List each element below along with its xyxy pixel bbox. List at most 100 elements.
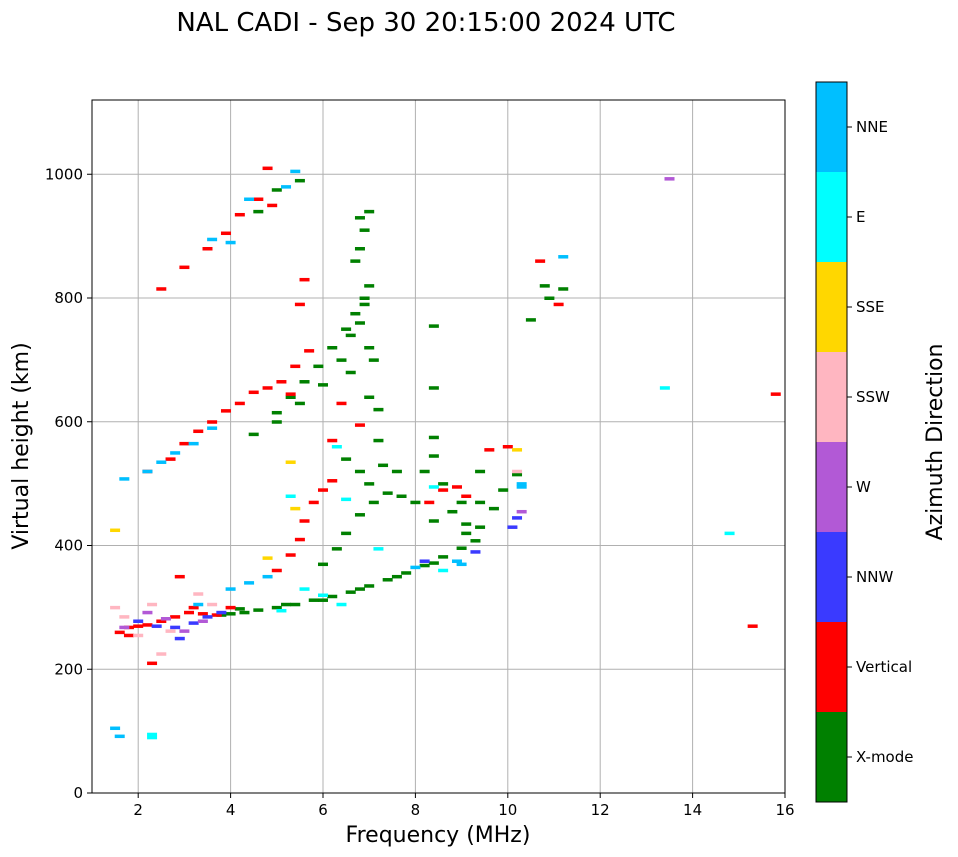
data-point-x-mode [539, 284, 550, 288]
data-point-vertical [285, 392, 296, 396]
data-point-x-mode [345, 370, 356, 375]
x-tick-label: 16 [775, 801, 794, 819]
data-point-x-mode [359, 302, 370, 307]
data-point-x-mode [350, 259, 361, 263]
data-point-vertical [234, 401, 245, 406]
data-point-nnw [202, 615, 213, 619]
data-point-x-mode [253, 209, 264, 214]
data-point-nne [110, 726, 121, 731]
data-point-vertical [451, 485, 462, 489]
data-point-x-mode [438, 482, 449, 486]
data-point-x-mode [475, 525, 486, 529]
data-point-e [276, 608, 287, 613]
data-point-vertical [327, 438, 338, 443]
data-point-nne [119, 477, 130, 481]
data-point-ssw [147, 602, 158, 607]
data-point-nnw [512, 516, 523, 520]
data-point-w [119, 625, 130, 630]
data-point-x-mode [391, 574, 402, 579]
data-point-nne [207, 237, 218, 242]
data-point-ssw [156, 652, 167, 656]
data-point-e [438, 568, 449, 573]
data-point-vertical [267, 203, 278, 208]
data-point-x-mode [364, 395, 375, 399]
colorbar-swatch-w [816, 442, 847, 532]
data-point-x-mode [341, 327, 352, 331]
data-point-vertical [114, 630, 125, 635]
x-tick-label: 12 [591, 801, 610, 819]
y-tick-label: 800 [54, 289, 83, 307]
data-point-x-mode [308, 598, 319, 602]
data-point-nne [193, 602, 204, 607]
data-point-x-mode [271, 410, 282, 415]
data-point-vertical [179, 441, 190, 446]
data-point-nne [558, 255, 569, 259]
data-point-nne [156, 460, 167, 464]
data-point-ssw [119, 615, 130, 619]
data-point-vertical [184, 610, 195, 615]
data-point-x-mode [345, 590, 356, 594]
data-point-vertical [484, 448, 495, 452]
plot-area [91, 99, 786, 794]
colorbar-title: Azimuth Direction [923, 343, 948, 540]
data-point-x-mode [354, 216, 365, 220]
data-point-vertical [234, 212, 245, 217]
data-point-vertical [156, 287, 167, 291]
data-point-x-mode [470, 539, 481, 543]
data-point-vertical [285, 553, 296, 557]
data-point-sse [512, 448, 523, 452]
data-point-x-mode [359, 228, 370, 232]
data-point-vertical [262, 166, 273, 171]
colorbar-label-nnw: NNW [856, 568, 893, 586]
data-point-x-mode [327, 594, 338, 599]
data-point-x-mode [461, 531, 472, 536]
x-tick-label: 4 [226, 801, 236, 819]
data-point-nne [451, 559, 462, 563]
colorbar-swatch-x-mode [816, 712, 847, 802]
data-point-x-mode [271, 188, 282, 192]
x-tick-label: 10 [498, 801, 517, 819]
data-point-x-mode [331, 547, 342, 551]
data-point-vertical [354, 423, 365, 427]
data-point-x-mode [341, 531, 352, 536]
data-point-vertical [461, 494, 472, 498]
data-point-x-mode [294, 401, 305, 406]
data-point-x-mode [368, 358, 379, 362]
chart-title: NAL CADI - Sep 30 20:15:00 2024 UTC [176, 8, 675, 38]
data-point-x-mode [428, 454, 439, 458]
data-point-vertical [188, 605, 199, 610]
data-point-ssw [110, 605, 121, 610]
data-point-nnw [188, 621, 199, 625]
colorbar-swatch-ssw [816, 352, 847, 442]
data-point-x-mode [428, 324, 439, 328]
data-point-vertical [220, 409, 231, 413]
data-point-vertical [318, 488, 328, 492]
data-point-x-mode [318, 562, 328, 567]
colorbar-label-w: W [856, 478, 871, 496]
data-point-nne [142, 469, 153, 474]
data-point-x-mode [234, 607, 245, 611]
data-point-nnw [470, 550, 481, 554]
data-point-vertical [276, 380, 287, 384]
data-point-vertical [170, 615, 181, 619]
data-point-nne [262, 574, 273, 579]
data-point-e [428, 485, 439, 489]
data-point-vertical [147, 661, 158, 666]
data-point-x-mode [354, 469, 365, 474]
x-tick-label: 14 [683, 801, 702, 819]
y-tick-label: 600 [54, 413, 83, 431]
data-point-x-mode [294, 178, 305, 183]
data-point-w [197, 619, 208, 623]
data-point-nne [410, 565, 421, 570]
data-point-vertical [770, 392, 781, 396]
data-point-x-mode [456, 546, 467, 550]
data-point-ssw [512, 469, 523, 474]
data-point-vertical [304, 349, 315, 353]
data-point-x-mode [428, 386, 439, 390]
data-point-x-mode [447, 509, 458, 514]
colorbar-label-vertical: Vertical [856, 658, 912, 676]
data-point-nne [207, 426, 218, 430]
colorbar-label-x-mode: X-mode [856, 748, 913, 766]
data-point-x-mode [373, 438, 384, 443]
colorbar-label-ssw: SSW [856, 388, 890, 406]
